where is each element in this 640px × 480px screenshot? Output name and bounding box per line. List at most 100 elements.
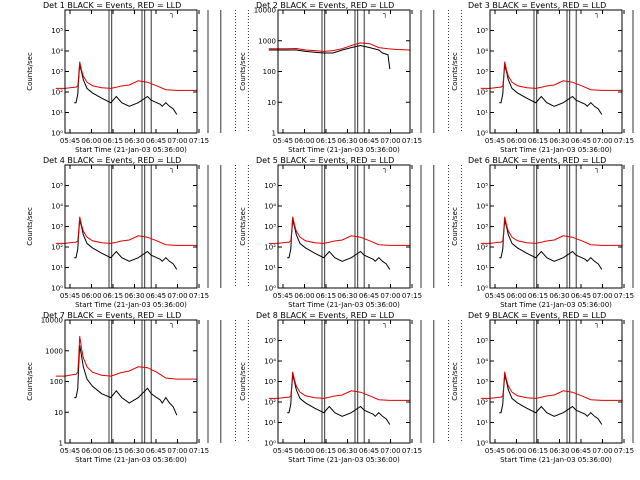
legend-glyph: ┐	[383, 165, 387, 173]
x-tick-label: 06:15	[528, 292, 548, 300]
y-axis-label: Counts/sec	[239, 207, 247, 246]
y-tick-label: 10000	[254, 7, 276, 15]
x-tick-label: 06:30	[124, 292, 144, 300]
series-line-lld	[268, 216, 410, 246]
x-tick-label: 06:45	[146, 137, 166, 145]
x-axis-label: Start Time (21-Jan-03 05:36:00)	[75, 456, 187, 464]
x-tick-label: 07:00	[380, 137, 400, 145]
y-tick-label: 10⁰	[264, 285, 276, 293]
x-tick-label: 05:45	[60, 447, 80, 455]
x-tick-label: 07:15	[614, 447, 634, 455]
chart-title: Det 4 BLACK = Events, RED = LLD	[43, 156, 181, 165]
y-tick-label: 10¹	[51, 109, 63, 117]
x-tick-label: 05:45	[60, 137, 80, 145]
y-tick-label: 10³	[264, 223, 276, 231]
y-tick-label: 10⁴	[476, 358, 488, 366]
x-tick-label: 06:15	[103, 137, 123, 145]
x-tick-label: 06:00	[294, 292, 314, 300]
y-tick-label: 10	[267, 99, 276, 107]
x-tick-label: 07:00	[380, 292, 400, 300]
x-tick-label: 06:30	[549, 447, 569, 455]
plot-frame	[64, 9, 198, 134]
x-tick-label: 07:15	[189, 447, 209, 455]
x-tick-label: 06:15	[103, 292, 123, 300]
y-axis-label: Counts/sec	[451, 362, 459, 401]
chart-panel-det-4: Det 4 BLACK = Events, RED = LLD┐ 10⁰ 10¹ 10…	[26, 156, 249, 309]
x-tick-label: 05:45	[273, 447, 293, 455]
y-tick-label: 10⁰	[476, 130, 488, 138]
chart-panel-det-3: Det 3 BLACK = Events, RED = LLD┐ 10⁰ 10¹ 10…	[451, 1, 634, 154]
chart-panel-det-7: Det 7 BLACK = Events, RED = LLD┐ 1 10 100 10…	[26, 311, 249, 464]
y-tick-label: 10⁴	[264, 358, 276, 366]
chart-title: Det 2 BLACK = Events, RED = LLD	[256, 1, 394, 10]
x-tick-label: 06:00	[294, 447, 314, 455]
x-tick-label: 06:30	[337, 292, 357, 300]
y-tick-label: 10¹	[264, 264, 276, 272]
legend-glyph: ┐	[383, 320, 387, 328]
y-tick-label: 10⁵	[476, 337, 488, 345]
x-axis-label: Start Time (21-Jan-03 05:36:00)	[500, 301, 612, 309]
y-tick-label: 10⁵	[264, 337, 276, 345]
y-axis-label: Counts/sec	[26, 52, 34, 91]
y-axis-label: Counts/sec	[26, 207, 34, 246]
y-tick-label: 10²	[476, 399, 488, 407]
x-tick-label: 06:15	[103, 447, 123, 455]
y-tick-label: 10³	[476, 68, 488, 76]
y-tick-label: 100	[50, 378, 63, 386]
y-tick-label: 10⁵	[51, 182, 63, 190]
x-tick-label: 07:15	[402, 292, 422, 300]
x-tick-label: 06:00	[81, 137, 101, 145]
x-tick-label: 06:45	[146, 292, 166, 300]
x-tick-label: 07:00	[380, 447, 400, 455]
x-tick-label: 06:30	[124, 447, 144, 455]
x-tick-label: 05:45	[273, 137, 293, 145]
x-tick-label: 06:00	[506, 137, 526, 145]
x-tick-label: 06:30	[337, 447, 357, 455]
y-tick-label: 10³	[476, 223, 488, 231]
x-tick-label: 05:45	[60, 292, 80, 300]
x-axis-label: Start Time (21-Jan-03 05:36:00)	[75, 301, 187, 309]
plot-frame	[64, 164, 198, 289]
legend-glyph: ┐	[383, 10, 387, 18]
y-tick-label: 10⁰	[264, 440, 276, 448]
x-axis-label: Start Time (21-Jan-03 05:36:00)	[500, 146, 612, 154]
series-line-events	[499, 65, 603, 115]
chart-panel-det-9: Det 9 BLACK = Events, RED = LLD┐ 10⁰ 10¹ 10…	[451, 311, 634, 464]
chart-title: Det 6 BLACK = Events, RED = LLD	[468, 156, 606, 165]
series-line-events	[499, 220, 603, 270]
x-tick-label: 07:15	[402, 137, 422, 145]
x-tick-label: 06:30	[549, 292, 569, 300]
legend-glyph: ┐	[595, 10, 599, 18]
x-tick-label: 07:15	[189, 292, 209, 300]
legend-glyph: ┐	[595, 320, 599, 328]
x-tick-label: 06:00	[294, 137, 314, 145]
series-line-events	[74, 345, 178, 416]
plot-frame	[277, 9, 411, 134]
chart-title: Det 8 BLACK = Events, RED = LLD	[256, 311, 394, 320]
x-axis-label: Start Time (21-Jan-03 05:36:00)	[288, 146, 400, 154]
x-tick-label: 06:45	[571, 292, 591, 300]
x-tick-label: 07:15	[614, 137, 634, 145]
chart-title: Det 5 BLACK = Events, RED = LLD	[256, 156, 394, 165]
chart-panel-det-6: Det 6 BLACK = Events, RED = LLD┐ 10⁰ 10¹ 10…	[451, 156, 634, 309]
y-tick-label: 100	[263, 68, 276, 76]
series-line-lld	[480, 61, 622, 91]
x-axis-label: Start Time (21-Jan-03 05:36:00)	[288, 301, 400, 309]
x-tick-label: 06:30	[337, 137, 357, 145]
chart-panel-det-8: Det 8 BLACK = Events, RED = LLD┐ 10⁰ 10¹ 10…	[239, 311, 462, 464]
y-tick-label: 10¹	[51, 264, 63, 272]
series-line-lld	[480, 216, 622, 246]
legend-glyph: ┐	[170, 165, 174, 173]
series-line-events	[268, 44, 391, 70]
y-tick-label: 10¹	[476, 109, 488, 117]
y-axis-label: Counts/sec	[26, 362, 34, 401]
plot-frame	[277, 319, 411, 444]
y-tick-label: 10¹	[476, 264, 488, 272]
x-tick-label: 06:00	[506, 447, 526, 455]
x-tick-label: 06:45	[359, 447, 379, 455]
x-tick-label: 06:30	[124, 137, 144, 145]
x-tick-label: 06:00	[506, 292, 526, 300]
x-tick-label: 07:00	[167, 292, 187, 300]
x-tick-label: 06:45	[146, 447, 166, 455]
